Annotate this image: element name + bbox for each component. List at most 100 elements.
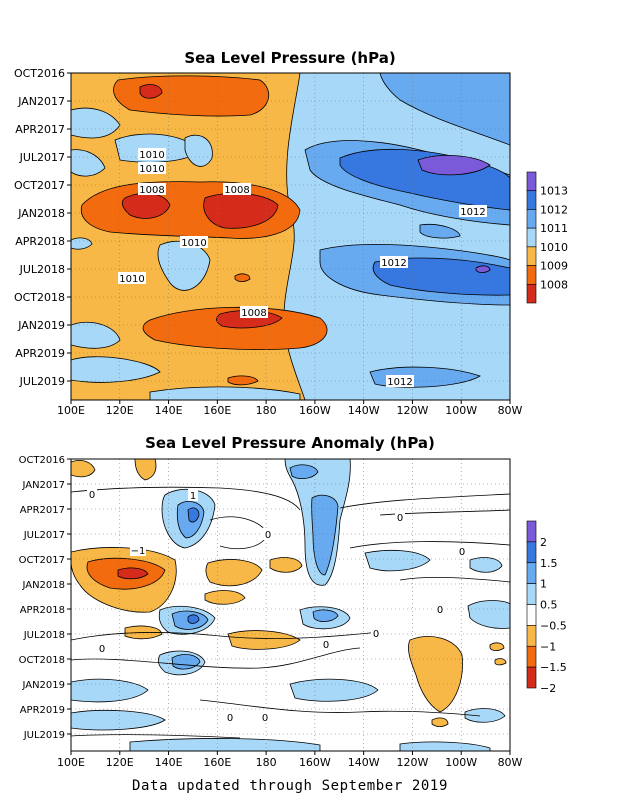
- slp-title: Sea Level Pressure (hPa): [184, 49, 395, 67]
- contour-label-bg: [97, 642, 107, 654]
- anomaly-grid: [71, 459, 510, 751]
- x-tick-label: 80W: [498, 404, 523, 417]
- contour-label: 1010: [139, 164, 164, 175]
- contour-label-bg: [457, 545, 467, 557]
- legend-label: 1009: [540, 260, 568, 273]
- anomaly-contour-labels: 0 1 0 0 −1 0 0 0 0 0 0 0: [87, 488, 467, 724]
- contour-label: 1012: [387, 377, 412, 388]
- contour-label: 0: [459, 547, 465, 558]
- contour-label-bg: [386, 375, 414, 387]
- contour-label: 0: [262, 713, 268, 724]
- legend-label: 1: [540, 578, 547, 591]
- contour-label-bg: [225, 711, 235, 723]
- contour-label: 1010: [181, 238, 206, 249]
- slp-field: [71, 73, 510, 400]
- y-tick-label: OCT2017: [14, 179, 65, 192]
- legend-label: −1: [540, 640, 556, 653]
- anomaly-field: [71, 459, 510, 751]
- y-tick-label: JAN2018: [17, 207, 65, 220]
- x-tick-label: 180: [256, 756, 277, 769]
- y-tick-label: JUL2018: [23, 630, 65, 641]
- y-tick-label: JUL2018: [19, 263, 65, 276]
- y-tick-label: JAN2018: [21, 580, 65, 591]
- contour-label-bg: [435, 603, 445, 615]
- y-tick-label: JUL2019: [23, 730, 65, 741]
- x-tick-label: 160E: [203, 404, 231, 417]
- legend-label: 1011: [540, 222, 568, 235]
- y-tick-label: APR2019: [20, 705, 65, 716]
- contour-label-bg: [263, 528, 273, 540]
- x-tick-label: 180: [256, 404, 277, 417]
- slp-grid: [71, 73, 510, 400]
- legend-label: −0.5: [540, 619, 567, 632]
- contour-label-bg: [180, 236, 208, 248]
- x-tick-label: 120W: [397, 756, 429, 769]
- x-tick-label: 120E: [106, 756, 134, 769]
- anomaly-legend: 2 1.5 1 0.5 −0.5 −1 −1.5 −2: [526, 520, 567, 695]
- x-tick-label: 140E: [155, 756, 183, 769]
- legend-swatch: [526, 209, 537, 229]
- contour-label-bg: [223, 183, 251, 195]
- slp-x-ticks: 100E 120E 140E 160E 180 160W 140W 120W 100W 80W: [57, 400, 523, 417]
- contour-label-bg: [260, 711, 270, 723]
- x-tick-label: 140W: [348, 404, 380, 417]
- x-tick-label: 140E: [155, 404, 183, 417]
- contour-label-bg: [138, 148, 166, 160]
- legend-swatch: [526, 520, 537, 543]
- legend-label: 1012: [540, 203, 568, 216]
- contour-label-bg: [188, 489, 198, 501]
- contour-label-bg: [87, 488, 97, 500]
- y-tick-label: APR2017: [20, 505, 65, 516]
- y-tick-label: JUL2017: [19, 151, 65, 164]
- contour-label: 0: [323, 640, 329, 651]
- contour-label-bg: [321, 638, 331, 650]
- contour-label: 1: [190, 491, 196, 502]
- x-tick-label: 140W: [348, 756, 380, 769]
- contour-label: 0: [373, 629, 379, 640]
- legend-label: 1008: [540, 278, 568, 291]
- contour-label-bg: [395, 511, 405, 523]
- y-tick-label: JUL2019: [19, 375, 65, 388]
- legend-label: 0.5: [540, 599, 558, 612]
- legend-swatch: [526, 666, 537, 689]
- contour-label-bg: [118, 272, 146, 284]
- legend-swatch: [526, 583, 537, 605]
- y-tick-label: APR2018: [20, 605, 65, 616]
- x-tick-label: 100E: [57, 404, 85, 417]
- contour-label: 1008: [224, 185, 249, 196]
- legend-swatch: [526, 246, 537, 266]
- legend-label: 1010: [540, 241, 568, 254]
- legend-label: 1.5: [540, 557, 558, 570]
- contour-label: 1008: [241, 308, 266, 319]
- y-tick-label: APR2017: [15, 123, 65, 136]
- legend-label: −1.5: [540, 661, 567, 674]
- x-tick-label: 120E: [106, 404, 134, 417]
- contour-label-bg: [138, 183, 166, 195]
- y-tick-label: OCT2016: [19, 455, 65, 466]
- contour-label-bg: [130, 544, 146, 556]
- y-tick-label: OCT2016: [14, 67, 65, 80]
- x-tick-label: 100W: [445, 756, 477, 769]
- y-tick-label: OCT2018: [19, 655, 65, 666]
- legend-swatch: [526, 171, 537, 192]
- contour-label: 0: [99, 644, 105, 655]
- legend-label: 2: [540, 536, 547, 549]
- contour-label-bg: [371, 627, 381, 639]
- x-tick-label: 160E: [203, 756, 231, 769]
- legend-swatch: [526, 645, 537, 668]
- contour-label: 0: [397, 513, 403, 524]
- y-tick-label: APR2019: [15, 347, 65, 360]
- y-tick-label: JAN2017: [17, 95, 65, 108]
- contour-label-bg: [138, 162, 166, 174]
- contour-label: −1: [131, 546, 146, 557]
- legend-swatch: [526, 562, 537, 584]
- y-tick-label: OCT2017: [19, 555, 65, 566]
- contour-label: 0: [265, 530, 271, 541]
- contour-label: 0: [227, 713, 233, 724]
- contour-label: 1008: [139, 185, 164, 196]
- contour-label: 1010: [119, 274, 144, 285]
- anomaly-panel: Sea Level Pressure Anomaly (hPa): [19, 434, 567, 769]
- y-tick-label: APR2018: [15, 235, 65, 248]
- legend-swatch: [526, 190, 537, 210]
